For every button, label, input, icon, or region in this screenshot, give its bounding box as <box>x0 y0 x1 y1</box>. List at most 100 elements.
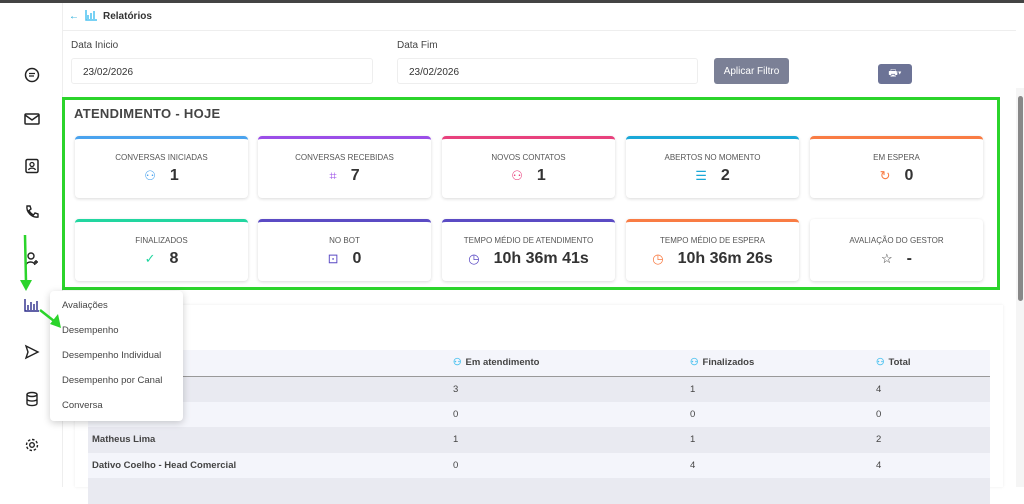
start-date-input[interactable]: 23/02/2026 <box>71 58 373 84</box>
printer-icon: 🖶▾ <box>888 67 902 79</box>
star-icon: ☆ <box>881 251 893 266</box>
stat-card: AVALIAÇÃO DO GESTOR ☆ - <box>810 219 983 281</box>
menu-item-desempenho-individual[interactable]: Desempenho Individual <box>62 350 162 361</box>
table-cell: Dativo Coelho - Head Comercial <box>88 452 453 478</box>
stat-card: CONVERSAS INICIADAS ⚇ 1 <box>75 136 248 198</box>
page-title: Relatórios <box>103 11 152 22</box>
window-top-border <box>0 0 1024 3</box>
stat-card-title: FINALIZADOS <box>135 236 188 245</box>
user-icon: ⚇ <box>453 357 462 369</box>
apply-filter-button[interactable]: Aplicar Filtro <box>714 58 789 84</box>
menu-item-conversa[interactable]: Conversa <box>62 400 103 411</box>
table-row[interactable]: Matheus Lima 1 1 2 <box>88 427 990 453</box>
stat-card-title: TEMPO MÉDIO DE ESPERA <box>660 236 765 245</box>
clock-icon: ◷ <box>652 251 664 266</box>
user-plus-icon: ⚇ <box>511 168 523 183</box>
stat-card-title: NOVOS CONTATOS <box>491 153 566 162</box>
bar-chart-icon <box>85 9 97 24</box>
user-icon: ⚇ <box>690 357 699 369</box>
highlight-box <box>62 97 1000 290</box>
stat-card: EM ESPERA ↻ 0 <box>810 136 983 198</box>
bar-chart-icon[interactable] <box>22 295 42 315</box>
end-date-label: Data Fim <box>397 40 438 51</box>
table-cell: Matheus Lima <box>88 427 453 453</box>
stat-card-title: CONVERSAS INICIADAS <box>115 153 208 162</box>
stat-card-value: 10h 36m 26s <box>677 250 773 267</box>
stat-card-value: 1 <box>169 167 179 184</box>
menu-item-avaliacoes[interactable]: Avaliações <box>62 300 108 311</box>
stat-card-value: 8 <box>169 250 179 267</box>
table-cell <box>876 478 990 504</box>
table-cell: 0 <box>453 401 690 427</box>
scrollbar-thumb[interactable] <box>1018 96 1023 301</box>
table-cell: 1 <box>690 376 876 402</box>
stat-card-title: CONVERSAS RECEBIDAS <box>295 153 394 162</box>
table-cell: 4 <box>876 452 990 478</box>
table-row[interactable] <box>88 478 990 504</box>
col-header-in-service[interactable]: ⚇ Em atendimento <box>453 350 690 377</box>
stat-card-title: NO BOT <box>329 236 360 245</box>
gear-icon[interactable] <box>22 435 42 455</box>
send-icon[interactable] <box>22 342 42 362</box>
chat-icon[interactable] <box>22 65 42 85</box>
col-header-total[interactable]: ⚇ Total <box>876 350 990 377</box>
stat-card: NOVOS CONTATOS ⚇ 1 <box>442 136 615 198</box>
arrow-left-icon[interactable]: ← <box>69 11 79 22</box>
user-check-icon: ⚇ <box>144 168 156 183</box>
table-cell: 4 <box>690 452 876 478</box>
user-add-icon[interactable] <box>22 249 42 269</box>
print-button[interactable]: 🖶▾ <box>878 64 912 84</box>
contacts-icon[interactable] <box>22 156 42 176</box>
stat-card-title: TEMPO MÉDIO DE ATENDIMENTO <box>463 236 594 245</box>
stat-card-value: - <box>906 250 912 267</box>
stat-card-value: 0 <box>352 250 362 267</box>
stat-card: NO BOT ⊡ 0 <box>258 219 431 281</box>
menu-item-desempenho-por-canal[interactable]: Desempenho por Canal <box>62 375 163 386</box>
robot-icon: ⊡ <box>327 251 339 266</box>
stat-card-value: 7 <box>350 167 360 184</box>
table-cell: 0 <box>690 401 876 427</box>
table-cell: 4 <box>876 376 990 402</box>
stat-card-title: AVALIAÇÃO DO GESTOR <box>849 236 944 245</box>
col-header-finished[interactable]: ⚇ Finalizados <box>690 350 876 377</box>
section-title: ATENDIMENTO - HOJE <box>74 106 221 121</box>
database-icon[interactable] <box>22 389 42 409</box>
phone-icon[interactable] <box>22 202 42 222</box>
chat-check-icon: ✓ <box>144 251 156 266</box>
table-cell: 2 <box>876 427 990 453</box>
stat-card: FINALIZADOS ✓ 8 <box>75 219 248 281</box>
stat-card: CONVERSAS RECEBIDAS ⌗ 7 <box>258 136 431 198</box>
table-cell: 0 <box>876 401 990 427</box>
table-cell: 3 <box>453 376 690 402</box>
end-date-input[interactable]: 23/02/2026 <box>397 58 698 84</box>
reports-dropdown-menu: Avaliações Desempenho Desempenho Individ… <box>50 291 183 421</box>
stat-card: TEMPO MÉDIO DE ATENDIMENTO ◷ 10h 36m 41s <box>442 219 615 281</box>
stat-card: TEMPO MÉDIO DE ESPERA ◷ 10h 36m 26s <box>626 219 799 281</box>
table-cell: 0 <box>453 452 690 478</box>
table-cell: 1 <box>690 427 876 453</box>
table-cell <box>690 478 876 504</box>
crop-icon: ⌗ <box>329 168 337 183</box>
chat-icon: ☰ <box>695 168 707 183</box>
stat-card: ABERTOS NO MOMENTO ☰ 2 <box>626 136 799 198</box>
start-date-label: Data Inicio <box>71 40 119 51</box>
stat-card-title: ABERTOS NO MOMENTO <box>664 153 761 162</box>
stat-card-value: 0 <box>904 167 914 184</box>
user-icon: ⚇ <box>876 357 885 369</box>
page-header: ← Relatórios <box>63 3 1016 31</box>
stat-card-title: EM ESPERA <box>873 153 920 162</box>
clock-icon: ◷ <box>468 251 480 266</box>
table-header-row: ⚇ Em atendimento ⚇ Finalizados ⚇ Total <box>88 350 990 377</box>
table-cell: 1 <box>453 427 690 453</box>
table-cell <box>88 478 453 504</box>
stat-card-value: 10h 36m 41s <box>493 250 589 267</box>
mail-icon[interactable] <box>22 109 42 129</box>
menu-item-desempenho[interactable]: Desempenho <box>62 325 119 336</box>
refresh-icon: ↻ <box>879 168 891 183</box>
table-cell <box>453 478 690 504</box>
stat-card-value: 2 <box>720 167 730 184</box>
table-row[interactable]: Dativo Coelho - Head Comercial 0 4 4 <box>88 452 990 478</box>
